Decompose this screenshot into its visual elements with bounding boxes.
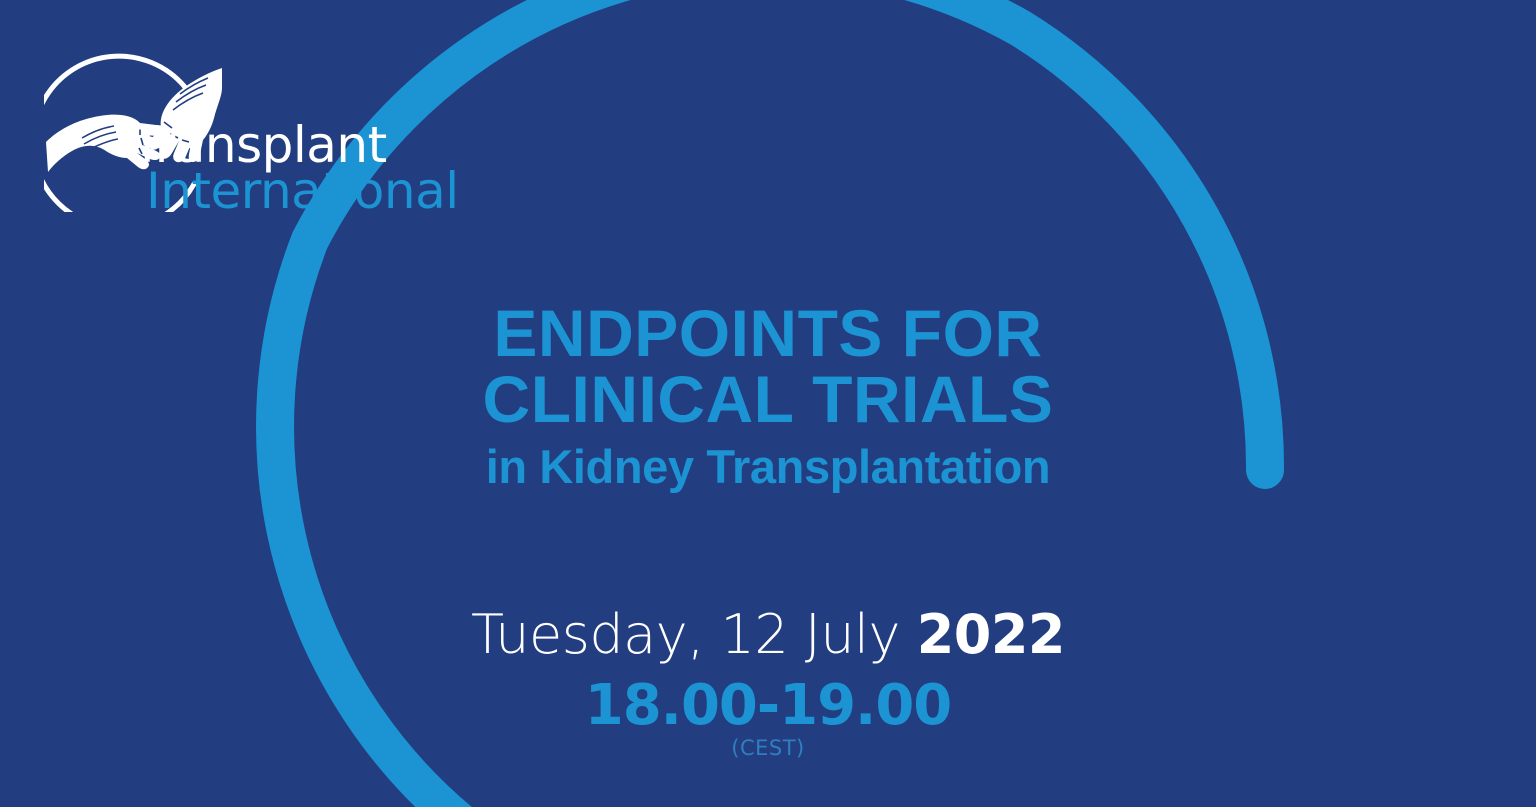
event-timezone: (CEST) — [731, 736, 805, 761]
event-date: Tuesday, 12 July 2022 — [0, 605, 1536, 664]
event-time-range: 18.00-19.00 — [584, 673, 953, 739]
title-subtitle: in Kidney Transplantation — [485, 440, 1051, 493]
event-datetime-block: Tuesday, 12 July 2022 18.00-19.00 (CEST) — [0, 605, 1536, 761]
event-title-block: ENDPOINTS FOR CLINICAL TRIALS in Kidney … — [0, 300, 1536, 491]
event-year: 2022 — [916, 603, 1066, 666]
event-date-text: Tuesday, 12 July — [471, 603, 917, 666]
title-line-1: ENDPOINTS FOR — [493, 296, 1043, 370]
logo-wordmark: Transplant International — [132, 120, 482, 220]
logo-word-international: International — [146, 162, 459, 220]
title-line-2: CLINICAL TRIALS — [482, 362, 1054, 436]
transplant-international-logo: Transplant International — [44, 34, 459, 219]
two-hands-reaching-circle-logo-icon — [44, 53, 222, 212]
